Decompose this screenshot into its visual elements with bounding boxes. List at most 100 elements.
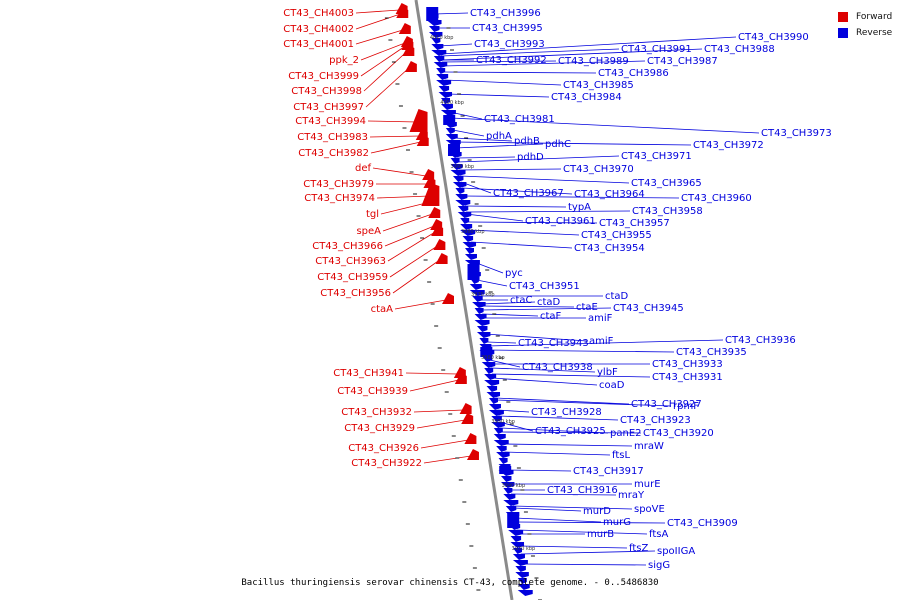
reverse-gene-label: typA xyxy=(568,202,591,213)
leader-line xyxy=(503,443,633,447)
leader-line xyxy=(462,187,573,195)
forward-gene-label: CT43_CH3926 xyxy=(348,443,419,454)
reverse-gene-glyph xyxy=(467,264,480,280)
reverse-gene-label: CT43_CH3964 xyxy=(574,189,645,200)
reverse-gene-glyph xyxy=(455,194,468,200)
leader-line xyxy=(492,377,598,386)
reverse-gene-label: CT43_CH3990 xyxy=(738,32,809,43)
reverse-gene-label: CT43_CH3945 xyxy=(613,303,684,314)
leader-line xyxy=(355,9,400,14)
forward-gene-label: ctaA xyxy=(371,304,394,315)
forward-gene-label: CT43_CH3922 xyxy=(351,458,422,469)
leader-line xyxy=(468,229,580,236)
reverse-gene-label: pdhC xyxy=(545,139,571,150)
reverse-gene-glyph xyxy=(476,332,491,338)
forward-gene-glyph xyxy=(416,135,429,146)
reverse-gene-glyph xyxy=(436,80,452,86)
reverse-gene-glyph xyxy=(510,536,522,542)
reverse-gene-label: CT43_CH3917 xyxy=(573,466,644,477)
forward-gene-glyph xyxy=(409,109,428,132)
forward-gene-label: CT43_CH4003 xyxy=(283,8,354,19)
forward-gene-label: CT43_CH3929 xyxy=(344,423,415,434)
reverse-gene-label: CT43_CH3981 xyxy=(484,114,555,125)
reverse-gene-glyph xyxy=(479,338,489,344)
leader-line xyxy=(454,141,692,146)
reverse-gene-label: spoVE xyxy=(634,504,665,515)
reverse-gene-glyph xyxy=(433,56,445,62)
leader-line xyxy=(384,225,435,247)
reverse-gene-glyph xyxy=(484,368,494,374)
leader-line xyxy=(489,359,521,368)
reverse-gene-label: ctaD xyxy=(605,291,629,302)
reverse-gene-glyph xyxy=(452,182,467,188)
reverse-gene-glyph xyxy=(484,380,500,386)
reverse-gene-glyph xyxy=(469,284,482,290)
reverse-gene-glyph xyxy=(460,230,476,236)
leader-line xyxy=(470,241,573,249)
reverse-gene-glyph xyxy=(493,440,509,446)
leader-line xyxy=(464,205,567,208)
reverse-gene-label: murB xyxy=(587,529,614,540)
reverse-gene-label: amiF xyxy=(588,313,613,324)
leader-line xyxy=(460,175,630,184)
forward-gene-label: CT43_CH3997 xyxy=(293,102,364,113)
reverse-gene-glyph xyxy=(455,200,471,206)
leader-line xyxy=(441,60,557,63)
reverse-gene-glyph xyxy=(500,482,515,488)
reverse-gene-glyph xyxy=(491,416,502,422)
leader-line xyxy=(514,517,602,523)
forward-gene-label: ppk_2 xyxy=(329,55,359,66)
leader-line xyxy=(457,156,516,159)
reverse-gene-glyph xyxy=(499,466,512,474)
leader-line xyxy=(491,373,651,378)
reverse-gene-label: murG xyxy=(603,517,631,528)
leader-line xyxy=(513,507,582,512)
reverse-gene-label: CT43_CH3967 xyxy=(493,188,564,199)
leader-line xyxy=(507,469,572,472)
reverse-gene-glyph xyxy=(472,296,483,302)
reverse-gene-glyph xyxy=(433,62,448,68)
tick-label: 4000 kbp xyxy=(440,100,464,106)
reverse-gene-label: murE xyxy=(634,479,661,490)
legend-item-forward: Forward xyxy=(838,9,892,25)
leader-line xyxy=(392,259,440,294)
leader-line xyxy=(355,13,401,30)
leader-line xyxy=(512,505,633,510)
reverse-gene-label: ftsA xyxy=(649,529,668,540)
reverse-gene-label: CT43_CH3971 xyxy=(621,151,692,162)
forward-gene-label: CT43_CH3974 xyxy=(304,193,375,204)
reverse-gene-glyph xyxy=(450,170,466,176)
reverse-gene-glyph xyxy=(515,572,529,578)
reverse-gene-label: ftsZ xyxy=(629,543,648,554)
reverse-gene-label: CT43_CH3920 xyxy=(643,428,714,439)
tick-label: 3960 kbp xyxy=(481,355,505,361)
reverse-gene-label: CT43_CH3958 xyxy=(632,206,703,217)
reverse-gene-glyph xyxy=(493,428,503,434)
forward-gene-glyph xyxy=(459,403,472,414)
reverse-gene-glyph xyxy=(445,134,458,140)
tick-label: 3940 kbp xyxy=(502,483,526,489)
reverse-gene-label: CT43_CH3951 xyxy=(509,281,580,292)
reverse-gene-glyph xyxy=(460,218,470,224)
forward-gene-label: CT43_CH3956 xyxy=(320,288,391,299)
forward-gene-glyph xyxy=(428,207,441,218)
leader-line xyxy=(501,431,642,434)
reverse-gene-label: CT43_CH3992 xyxy=(476,55,547,66)
reverse-gene-glyph xyxy=(426,7,439,21)
leader-line xyxy=(441,48,703,61)
reverse-gene-label: CT43_CH3972 xyxy=(693,140,764,151)
reverse-gene-glyph xyxy=(488,410,504,416)
forward-gene-glyph xyxy=(435,253,448,264)
reverse-gene-glyph xyxy=(517,578,527,584)
reverse-gene-label: ylbF xyxy=(597,367,618,378)
genome-title: Bacillus thuringiensis serovar chinensis… xyxy=(241,578,659,588)
leader-line xyxy=(457,155,620,163)
forward-gene-label: CT43_CH3941 xyxy=(333,368,404,379)
reverse-gene-glyph xyxy=(481,356,493,362)
reverse-gene-glyph xyxy=(513,548,522,554)
leader-line xyxy=(487,349,675,353)
reverse-gene-glyph xyxy=(457,206,469,212)
reverse-gene-label: CT43_CH3925 xyxy=(535,426,606,437)
reverse-gene-glyph xyxy=(452,176,464,182)
reverse-gene-label: CT43_CH3943 xyxy=(518,338,589,349)
